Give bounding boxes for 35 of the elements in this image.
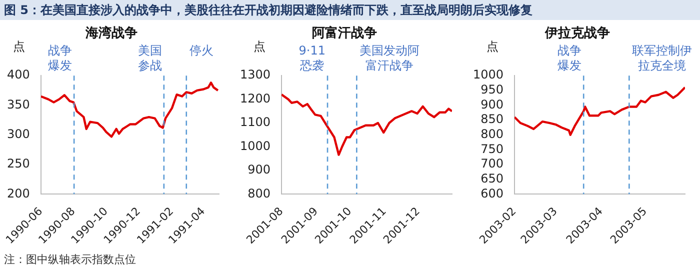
ref-line-label: 停火 bbox=[189, 44, 214, 58]
text: 注：图中纵轴表示指数点位 bbox=[4, 253, 136, 266]
text: 图 5：在美国直接涉入的战争中，美股往往在开战初期因避险情绪而下跌，直至战局明朗后实现修复 bbox=[0, 0, 700, 20]
chart-title: 海湾战争 bbox=[84, 25, 138, 42]
y-tick-label: 1000 bbox=[472, 68, 504, 82]
y-tick-label: 900 bbox=[480, 97, 504, 112]
y-tick-label: 800 bbox=[248, 186, 271, 200]
ref-line-label: 美国发动阿富汗战争 bbox=[360, 44, 420, 73]
y-tick-label: 1100 bbox=[240, 115, 271, 130]
ref-line-label: 9·11恐袭 bbox=[298, 44, 326, 73]
y-tick-label: 850 bbox=[480, 112, 504, 126]
ref-line-label: 战争爆发 bbox=[558, 44, 582, 73]
ref-line-label: 战争爆发 bbox=[48, 44, 72, 73]
y-tick-label: 900 bbox=[248, 162, 271, 177]
y-tick-label: 800 bbox=[480, 127, 504, 142]
ref-line-label: 美国参战 bbox=[138, 44, 162, 73]
chart-title: 阿富汗战争 bbox=[312, 25, 377, 42]
y-tick-label: 950 bbox=[480, 82, 504, 97]
y-tick-label: 600 bbox=[480, 186, 504, 200]
y-tick-label: 1200 bbox=[240, 91, 271, 106]
y-tick-label: 700 bbox=[480, 156, 504, 171]
ref-line-label: 联军控制伊拉克全境 bbox=[632, 44, 692, 73]
chart-title: 伊拉克战争 bbox=[544, 26, 610, 42]
y-tick-label: 1300 bbox=[240, 68, 271, 82]
y-tick-label: 300 bbox=[7, 127, 30, 142]
y-tick-label: 350 bbox=[7, 97, 30, 112]
y-tick-label: 650 bbox=[480, 171, 504, 186]
y-axis-title: 点 bbox=[12, 40, 25, 54]
y-axis-title: 点 bbox=[486, 40, 499, 54]
y-tick-label: 750 bbox=[480, 142, 504, 156]
y-tick-label: 200 bbox=[7, 186, 30, 200]
y-tick-label: 400 bbox=[7, 68, 30, 82]
y-tick-label: 1000 bbox=[240, 138, 271, 153]
y-axis-title: 点 bbox=[254, 40, 266, 54]
y-tick-label: 250 bbox=[7, 156, 30, 171]
